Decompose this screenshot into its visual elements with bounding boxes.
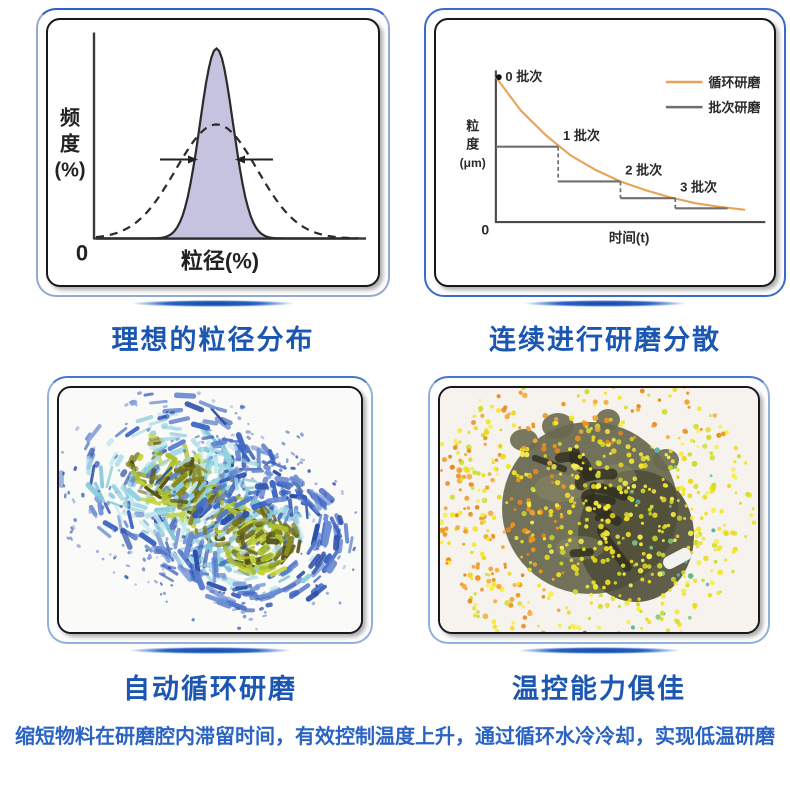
bottom-note: 缩短物料在研磨腔内滞留时间，有效控制温度上升，通过循环水冷冷却，实现低温研磨	[15, 726, 775, 748]
legend-label: 批次研磨	[708, 100, 760, 115]
narrow-distribution-area	[96, 47, 358, 240]
block-temperature-control: 温控能力俱佳	[428, 376, 770, 706]
circulation-flow-figure	[59, 388, 361, 632]
circulation-figure-frame	[57, 386, 363, 634]
narrowing-arrow-left	[160, 155, 198, 164]
divider-swoosh	[105, 646, 315, 655]
divider-swoosh	[500, 299, 710, 308]
distribution-figure-frame: 频 度 (%) 0 粒径(%)	[46, 18, 380, 287]
legend-label: 循环研磨	[708, 75, 760, 90]
block-distribution: 频 度 (%) 0 粒径(%) 理想的粒径分布	[36, 8, 390, 357]
narrowing-arrow-right	[235, 155, 273, 164]
panel-caption: 理想的粒径分布	[111, 325, 315, 355]
x-axis-label: 时间(t)	[609, 229, 650, 245]
broad-distribution-dashed-curve	[95, 123, 358, 240]
panel-temperature-control	[428, 376, 770, 644]
point-label: 3 批次	[680, 179, 717, 194]
panel-caption: 连续进行研磨分散	[489, 325, 721, 355]
divider-swoosh	[108, 299, 318, 308]
block-auto-circulation: 自动循环研磨	[47, 376, 373, 706]
origin-label: 0	[76, 241, 88, 266]
x-axis-label: 粒径(%)	[181, 249, 259, 274]
temperature-figure-frame	[438, 386, 760, 634]
start-point-dot	[495, 74, 502, 81]
y-axis-label: 度	[60, 132, 81, 156]
point-label: 2 批次	[625, 163, 662, 178]
y-axis-label: 粒	[466, 118, 479, 133]
y-axis-label: 频	[60, 106, 80, 130]
point-label: 0 批次	[505, 69, 542, 84]
panel-caption: 自动循环研磨	[123, 674, 297, 704]
grinding-time-chart: 循环研磨 批次研磨 0 批次 1 批次 2 批次 3 批次 粒 度 (μm) 0…	[460, 69, 766, 245]
panel-caption: 温控能力俱佳	[512, 674, 686, 704]
grinding-chart-frame: 循环研磨 批次研磨 0 批次 1 批次 2 批次 3 批次 粒 度 (μm) 0…	[434, 18, 776, 287]
batch-grinding-step-line	[495, 145, 728, 210]
y-axis-label: 度	[466, 137, 480, 152]
y-axis-label: (%)	[54, 160, 85, 182]
particle-size-distribution-chart: 频 度 (%) 0 粒径(%)	[54, 32, 366, 274]
block-continuous-grinding: 循环研磨 批次研磨 0 批次 1 批次 2 批次 3 批次 粒 度 (μm) 0…	[424, 8, 786, 357]
y-axis-label: (μm)	[460, 156, 486, 170]
point-label: 1 批次	[563, 128, 600, 143]
divider-swoosh	[494, 646, 704, 655]
origin-label: 0	[481, 222, 489, 238]
panel-auto-circulation	[47, 376, 373, 644]
panel-distribution: 频 度 (%) 0 粒径(%)	[36, 8, 390, 297]
panel-continuous-grinding: 循环研磨 批次研磨 0 批次 1 批次 2 批次 3 批次 粒 度 (μm) 0…	[424, 8, 786, 297]
temperature-particles-figure	[440, 388, 758, 632]
